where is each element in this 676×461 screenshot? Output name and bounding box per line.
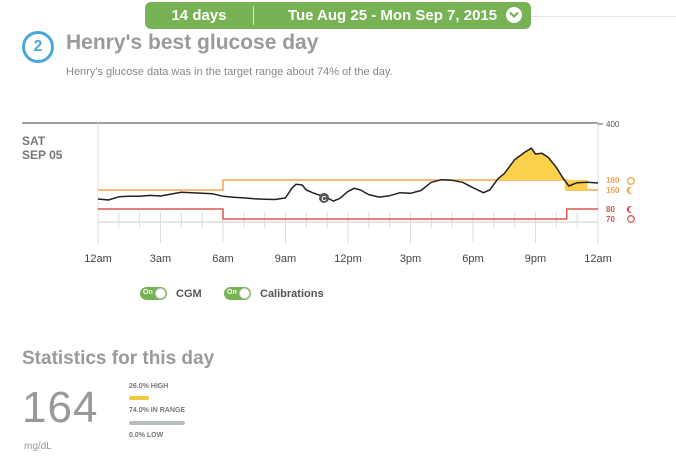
- stats-title: Statistics for this day: [22, 348, 215, 369]
- page-title: Henry's best glucose day: [66, 31, 319, 54]
- moon-low-icon: [626, 206, 632, 213]
- page-subtitle: Henry's glucose data was in the target r…: [66, 66, 393, 78]
- glucose-line: [97, 147, 599, 202]
- chart-day-date: SEP 05: [22, 148, 63, 162]
- step-badge: 2: [22, 31, 54, 63]
- y-tick-label-180: 180: [606, 176, 620, 185]
- cgm-switch-knob: [155, 288, 166, 299]
- x-tick-label: 6pm: [462, 253, 484, 265]
- x-tick-label: 12pm: [334, 253, 362, 265]
- cgm-toggle[interactable]: On CGM: [140, 287, 202, 300]
- ring-low-icon: [627, 215, 635, 223]
- date-range-selector[interactable]: 14 days Tue Aug 25 - Mon Sep 7, 2015: [145, 2, 531, 29]
- x-axis-labels: 12am 3am 6am 9am 12pm 3pm 6pm 9pm 12am: [0, 253, 676, 269]
- calibration-marker-label: C: [322, 196, 327, 203]
- cgm-switch-state: On: [143, 289, 153, 296]
- calibrations-switch-knob: [239, 288, 250, 299]
- stat-high-bar: [129, 396, 149, 400]
- sun-icon: [627, 177, 635, 185]
- y-tick-label-80: 80: [606, 205, 615, 214]
- average-glucose-unit: mg/dL: [24, 441, 52, 452]
- y-tick-label-70: 70: [606, 215, 615, 224]
- topbar-divider: [253, 6, 254, 25]
- stat-high-label: 26.0% HIGH: [129, 383, 169, 390]
- cgm-toggle-label: CGM: [176, 287, 202, 300]
- y-tick-label-150: 150: [606, 186, 620, 195]
- x-tick-label: 12am: [584, 253, 612, 265]
- header-rule: [531, 16, 676, 17]
- chevron-down-icon[interactable]: [506, 7, 522, 23]
- high-glucose-area: [496, 148, 588, 190]
- x-tick-label: 3am: [149, 253, 172, 265]
- calibrations-toggle[interactable]: On Calibrations: [224, 287, 324, 300]
- x-tick-label: 9am: [274, 253, 297, 265]
- calibration-marker: [319, 192, 330, 203]
- stat-in-range-bar: [129, 421, 186, 425]
- stat-in-range-label: 74.0% IN RANGE: [129, 407, 186, 414]
- y-tick-label-400: 400: [606, 120, 620, 129]
- days-label[interactable]: 14 days: [171, 7, 227, 24]
- x-tick-label: 6am: [212, 253, 234, 265]
- x-tick-label: 12am: [84, 253, 112, 265]
- chart-day-label: SAT SEP 05: [22, 134, 62, 162]
- stat-low-label: 0.0% LOW: [129, 432, 164, 439]
- high-threshold-line: [98, 179, 598, 191]
- calibrations-switch-state: On: [227, 289, 237, 296]
- date-range-label[interactable]: Tue Aug 25 - Mon Sep 7, 2015: [287, 7, 498, 24]
- average-glucose-value: 164: [22, 383, 99, 432]
- calibrations-switch[interactable]: On: [224, 287, 251, 300]
- moon-icon: [626, 187, 632, 195]
- cgm-switch[interactable]: On: [140, 287, 167, 300]
- low-threshold-line: [98, 208, 598, 220]
- calibrations-toggle-label: Calibrations: [260, 287, 324, 300]
- chart-day-weekday: SAT: [22, 134, 46, 148]
- x-tick-label: 3pm: [399, 253, 422, 265]
- x-tick-label: 9pm: [524, 253, 547, 265]
